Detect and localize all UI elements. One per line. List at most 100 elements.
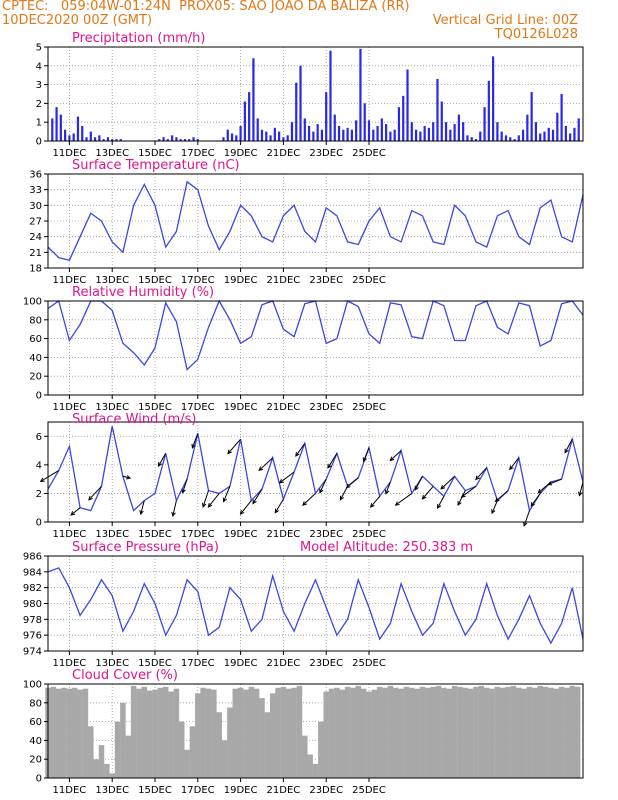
wind-vector — [370, 495, 381, 508]
y-tick-label: 27 — [29, 217, 42, 228]
x-tick-label: 15DEC — [138, 785, 172, 796]
data-bar — [205, 688, 212, 778]
wind-vector-head — [222, 497, 227, 503]
data-bar — [489, 688, 495, 778]
wind-vector — [70, 507, 81, 516]
x-tick-label: 15DEC — [138, 529, 172, 540]
data-bar — [325, 92, 328, 141]
wind-vector-head — [457, 500, 462, 506]
data-bar — [81, 125, 84, 141]
data-bar — [136, 688, 142, 778]
wind-vector-head — [460, 493, 466, 498]
data-bar — [183, 139, 187, 141]
header-grid-line-note: Vertical Grid Line: 00Z — [432, 13, 578, 28]
series-line — [47, 180, 584, 261]
data-bar — [102, 139, 105, 141]
x-tick-label: 19DEC — [224, 402, 258, 413]
x-tick-label: 13DEC — [95, 785, 129, 796]
wind-vector-head — [70, 511, 76, 516]
wind-vector — [475, 467, 488, 480]
data-bar — [380, 118, 383, 141]
x-tick-label: 15DEC — [138, 402, 172, 413]
y-tick-label: 4 — [36, 61, 42, 72]
data-bar — [372, 129, 375, 141]
data-bar — [556, 112, 559, 141]
panel-title: Surface Pressure (hPa) — [72, 540, 219, 555]
wind-vector — [578, 481, 584, 496]
data-bar — [77, 689, 83, 778]
data-bar — [355, 685, 362, 778]
x-tick-label: 21DEC — [267, 402, 301, 413]
data-bar — [466, 135, 469, 141]
x-tick-label: 19DEC — [224, 785, 258, 796]
data-bar — [146, 690, 153, 778]
data-bar — [441, 687, 447, 778]
data-bar — [51, 118, 54, 141]
panel-4: 0 2 4 6 11DEC 13DEC 15DEC 17DEC 19DEC 21DEC 23DEC 2… — [36, 412, 584, 540]
data-bar — [282, 137, 285, 141]
wind-vector — [240, 500, 252, 515]
wind-vector-head — [362, 457, 367, 463]
x-tick-label: 23DEC — [309, 529, 343, 540]
data-bar — [278, 131, 281, 141]
data-bar — [397, 107, 401, 141]
data-bar — [299, 65, 302, 141]
panel-annotation: Model Altitude: 250.383 m — [300, 540, 473, 555]
wind-vector — [491, 500, 498, 514]
data-bar — [253, 688, 260, 778]
panel-1: 0 1 2 3 4 5 11DEC 13DEC 15DEC 17DEC 19DEC 21DEC 23DE… — [36, 31, 584, 159]
data-bar — [474, 139, 478, 141]
y-tick-label: 40 — [29, 736, 42, 747]
data-bar — [376, 686, 383, 778]
data-bar — [303, 118, 306, 141]
data-bar — [175, 137, 178, 141]
data-bar — [88, 726, 94, 778]
panel-frame — [47, 46, 584, 142]
x-tick-label: 11DEC — [53, 402, 87, 413]
data-bar — [188, 139, 191, 141]
panel-3: 0 20 40 60 80 100 11DEC 13DEC 15DEC 17DEC 19DEC 21D… — [23, 285, 584, 413]
data-bar — [291, 687, 297, 778]
data-bar — [76, 116, 80, 141]
data-bar — [483, 107, 486, 141]
wind-vector-head — [171, 511, 176, 517]
data-bar — [492, 56, 495, 141]
data-bar — [449, 129, 452, 141]
data-bar — [355, 120, 358, 141]
y-tick-label: 984 — [23, 567, 42, 578]
x-tick-label: 25DEC — [352, 785, 386, 796]
y-tick-label: 978 — [23, 615, 42, 626]
x-tick-label: 25DEC — [352, 275, 386, 286]
wind-vector-head — [509, 465, 514, 471]
wind-vector — [258, 457, 274, 471]
panel-title: Surface Wind (m/s) — [72, 412, 196, 427]
data-bar — [346, 127, 349, 141]
data-bar — [179, 139, 182, 141]
data-bar — [577, 118, 580, 141]
data-bar — [406, 69, 409, 141]
y-tick-label: 20 — [29, 755, 42, 766]
data-bar — [232, 688, 238, 778]
data-bar — [269, 135, 272, 141]
y-tick-label: 20 — [29, 372, 42, 383]
data-bar — [419, 686, 426, 778]
data-bar — [410, 122, 413, 141]
x-tick-label: 23DEC — [309, 275, 343, 286]
data-bar — [173, 688, 180, 778]
x-tick-label: 15DEC — [138, 658, 172, 669]
data-bar — [371, 689, 378, 778]
wind-vector-head — [578, 491, 583, 497]
y-tick-label: 0 — [36, 518, 42, 529]
data-bar — [55, 107, 58, 141]
y-tick-label: 30 — [29, 201, 42, 212]
data-bar — [323, 691, 329, 778]
data-bar — [239, 125, 242, 141]
data-bar — [435, 685, 442, 778]
x-tick-label: 13DEC — [95, 275, 129, 286]
panel-title: Cloud Cover (%) — [72, 668, 178, 683]
x-tick-label: 11DEC — [53, 275, 87, 286]
data-bar — [280, 686, 287, 778]
data-bar — [376, 125, 379, 141]
data-bar — [248, 92, 251, 141]
